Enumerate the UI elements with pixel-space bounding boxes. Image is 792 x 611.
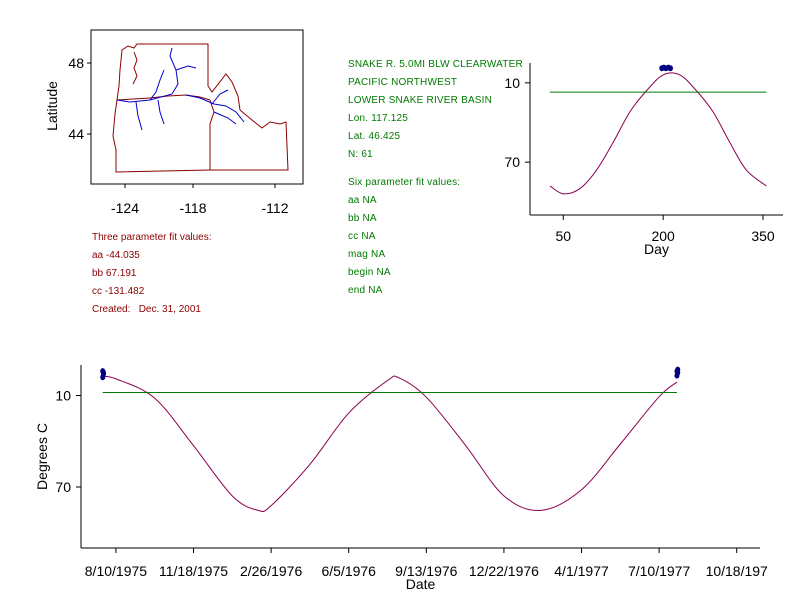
or-id-border	[209, 99, 215, 170]
x-axis-label: Day	[644, 241, 669, 257]
salmon-river	[213, 111, 237, 125]
x-tick-label: 8/10/1975	[85, 563, 147, 579]
puget-sound	[132, 51, 138, 85]
map-x-tick-label: -124	[111, 200, 139, 216]
x-tick-label: 12/22/1976	[469, 563, 539, 579]
six-param-end: end NA	[348, 285, 383, 296]
x-tick-label: 350	[751, 228, 775, 244]
observation-point	[101, 369, 107, 376]
station-name: SNAKE R. 5.0MI BLW CLEARWATER	[348, 59, 523, 70]
map-y-tick-label: 44	[68, 126, 84, 142]
time-series-chart: 8/10/1975 11/18/1975 2/26/1976 6/5/1976 9/13…	[34, 365, 768, 592]
three-param-bb: bb 67.191	[92, 268, 137, 279]
x-tick-label: 10/18/197	[706, 563, 768, 579]
x-tick-label: 4/1/1977	[554, 563, 609, 579]
three-param-aa: aa -44.035	[92, 250, 140, 261]
deschutes-river	[157, 99, 165, 125]
y-tick-label: 10	[504, 75, 520, 91]
six-param-cc: cc NA	[348, 231, 376, 242]
station-region: PACIFIC NORTHWEST	[348, 77, 458, 88]
x-tick-label: 200	[651, 228, 675, 244]
region-map: -124 -118 -112 48 44 Latitude	[44, 29, 304, 216]
fit-curve	[102, 375, 678, 513]
willamette-river	[135, 101, 143, 131]
spokane-river	[175, 65, 197, 71]
observation-point	[675, 366, 681, 373]
x-tick-label: 2/26/1976	[240, 563, 302, 579]
station-basin: LOWER SNAKE RIVER BASIN	[348, 95, 493, 106]
six-param-aa: aa NA	[348, 195, 377, 206]
columbia-river	[116, 47, 179, 103]
six-param-mag: mag NA	[348, 249, 386, 260]
three-param-cc: cc -131.482	[92, 286, 145, 297]
y-axis-label: Degrees C	[34, 423, 50, 490]
wa-or-border	[116, 94, 211, 101]
rivers	[116, 47, 245, 131]
y-tick-label: 10	[55, 388, 71, 404]
yakima-river	[149, 69, 165, 101]
station-n: N: 61	[348, 149, 373, 160]
six-param-begin: begin NA	[348, 267, 391, 278]
map-y-axis: 48 44 Latitude	[44, 55, 91, 142]
y-tick-label: 70	[55, 479, 71, 495]
day-of-year-chart: 502003501070DayDegrees C	[504, 63, 783, 257]
map-y-tick-label: 48	[68, 55, 84, 71]
station-lat: Lat. 46.425	[348, 131, 401, 142]
x-tick-label: 6/5/1976	[321, 563, 376, 579]
snake-river	[185, 94, 245, 123]
six-param-bb: bb NA	[348, 213, 377, 224]
clearwater-river	[211, 89, 229, 105]
map-x-tick-label: -112	[262, 200, 289, 216]
x-tick-label: 11/18/1975	[159, 563, 228, 579]
x-tick-label: 50	[556, 228, 572, 244]
y-tick-label: 70	[504, 154, 520, 170]
three-param-heading: Three parameter fit values:	[92, 232, 212, 243]
x-tick-label: 9/13/1976	[395, 563, 457, 579]
x-axis-label: Date	[406, 576, 436, 592]
state-borders	[112, 43, 289, 173]
fit-curve	[549, 72, 767, 195]
six-param-heading: Six parameter fit values:	[348, 177, 461, 188]
x-tick-label: 7/10/1977	[628, 563, 690, 579]
map-x-tick-label: -118	[180, 200, 207, 216]
station-lon: Lon. 117.125	[348, 113, 409, 124]
created-date: Created: Dec. 31, 2001	[92, 304, 201, 315]
map-x-axis: -124 -118 -112	[111, 184, 289, 216]
map-frame	[90, 29, 304, 185]
map-y-axis-label: Latitude	[44, 81, 60, 131]
state-outline	[112, 43, 289, 173]
observation-point	[667, 65, 673, 72]
